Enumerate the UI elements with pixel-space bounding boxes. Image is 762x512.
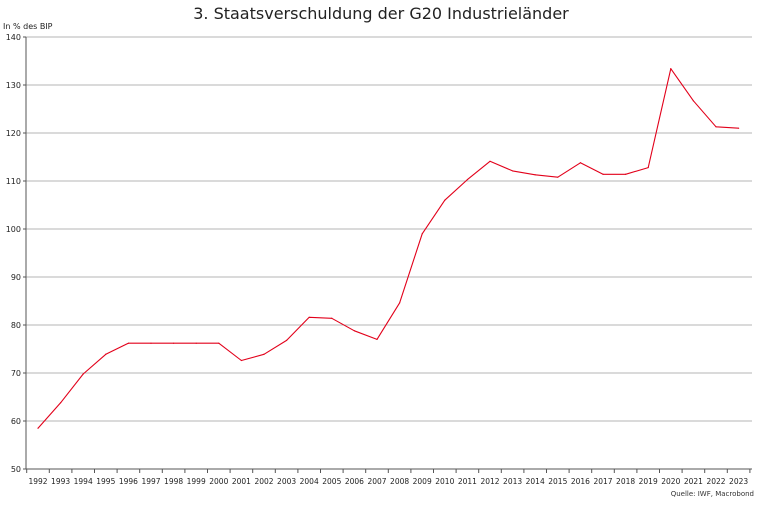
x-tick-label: 2013	[503, 477, 522, 486]
x-tick-label: 2015	[548, 477, 567, 486]
data-point	[105, 353, 107, 355]
x-tick-label: 2019	[639, 477, 658, 486]
data-point	[218, 342, 220, 344]
data-point	[60, 402, 62, 404]
y-tick-label: 110	[6, 177, 21, 186]
x-tick-label: 2000	[209, 477, 228, 486]
data-point	[173, 342, 175, 344]
data-point	[489, 160, 491, 162]
data-point	[692, 100, 695, 102]
x-tick-label: 2008	[390, 477, 409, 486]
x-tick-label: 2010	[435, 477, 454, 486]
data-point	[240, 359, 242, 362]
data-point	[466, 178, 468, 181]
x-tick-label: 2004	[300, 477, 319, 486]
y-axis-unit-label: In % des BIP	[3, 22, 53, 31]
x-tick-label: 2002	[254, 477, 273, 486]
source-label: Quelle: IWF, Macrobond	[670, 490, 754, 498]
data-point	[376, 338, 378, 340]
x-tick-label: 2022	[706, 477, 725, 486]
x-tick-label: 2006	[345, 477, 364, 486]
x-tick-label: 2012	[480, 477, 499, 486]
data-point	[579, 162, 582, 164]
y-tick-label: 90	[11, 273, 21, 282]
y-tick-label: 130	[6, 81, 21, 90]
data-point	[286, 339, 288, 341]
x-tick-label: 1998	[164, 477, 183, 486]
x-tick-label: 2016	[571, 477, 590, 486]
data-point	[602, 173, 604, 175]
data-point	[127, 342, 129, 344]
y-tick-label: 100	[6, 225, 21, 234]
data-point	[399, 302, 401, 304]
grid-layer	[26, 36, 752, 422]
x-tick-label: 1997	[141, 477, 160, 486]
x-tick-label: 2020	[661, 477, 680, 486]
x-tick-label: 2001	[232, 477, 251, 486]
x-tick-label: 1994	[74, 477, 93, 486]
chart-title: 3. Staatsverschuldung der G20 Industriel…	[193, 4, 569, 23]
y-tick-label: 60	[11, 417, 21, 426]
data-point	[557, 176, 559, 178]
y-tick-label: 120	[6, 129, 21, 138]
y-tick-label: 140	[6, 33, 21, 42]
data-point	[421, 233, 423, 235]
data-point	[534, 174, 536, 176]
data-point	[195, 342, 197, 344]
x-tick-label: 1993	[51, 477, 70, 486]
x-tick-label: 1996	[119, 477, 138, 486]
data-point	[353, 330, 355, 332]
data-point	[444, 199, 446, 201]
x-tick-label: 2023	[729, 477, 748, 486]
data-point	[625, 173, 627, 175]
data-point	[82, 373, 84, 375]
y-tick-label: 70	[11, 369, 21, 378]
data-point	[647, 166, 649, 169]
x-tick-label: 2018	[616, 477, 635, 486]
data-point	[511, 170, 514, 172]
y-tick-label: 80	[11, 321, 21, 330]
x-tick-label: 2014	[526, 477, 545, 486]
series-layer	[37, 68, 740, 429]
y-tick-label: 50	[11, 465, 21, 474]
data-point	[738, 127, 740, 129]
data-point	[37, 427, 39, 429]
x-tick-label: 2017	[593, 477, 612, 486]
data-point	[670, 68, 672, 70]
x-tick-label: 2005	[322, 477, 341, 486]
x-tick-label: 2011	[458, 477, 477, 486]
data-point	[308, 316, 310, 318]
x-tick-label: 2007	[367, 477, 386, 486]
data-point	[263, 353, 265, 355]
x-tick-label: 2021	[684, 477, 703, 486]
x-tick-label: 1992	[28, 477, 47, 486]
data-point	[331, 317, 333, 319]
data-point	[715, 126, 717, 128]
x-tick-label: 1999	[187, 477, 206, 486]
series-line	[37, 68, 739, 429]
x-tick-label: 2009	[413, 477, 432, 486]
x-tick-label: 1995	[96, 477, 115, 486]
data-point	[150, 342, 152, 344]
x-tick-label: 2003	[277, 477, 296, 486]
